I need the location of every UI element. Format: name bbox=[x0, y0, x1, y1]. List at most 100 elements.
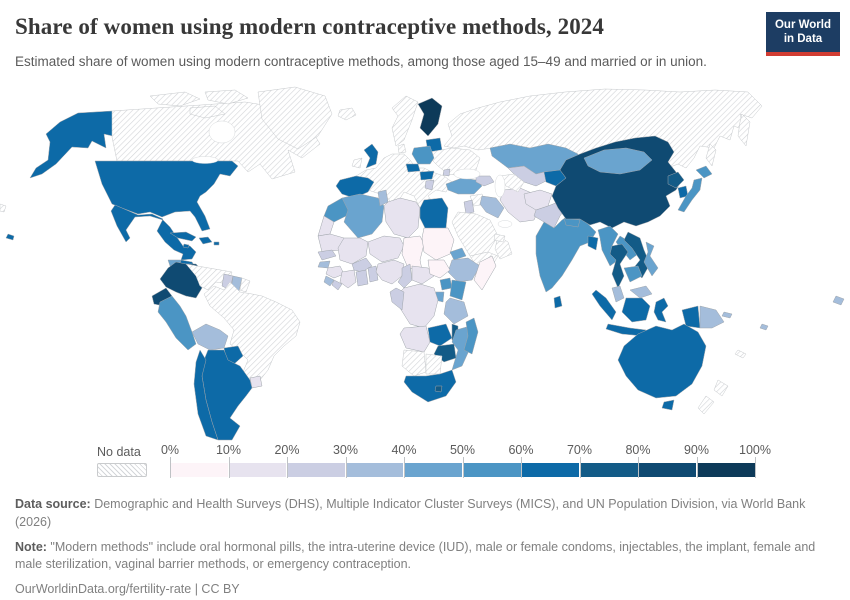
region-indonesia-sumatra[interactable] bbox=[591, 289, 617, 321]
legend-no-data-swatch[interactable] bbox=[97, 463, 147, 477]
region-greenland[interactable] bbox=[257, 86, 333, 150]
region-egypt[interactable] bbox=[419, 197, 449, 231]
region-angola[interactable] bbox=[399, 325, 431, 353]
region-caucasus[interactable] bbox=[475, 175, 495, 187]
region-canada-arctic-islands[interactable] bbox=[149, 91, 201, 107]
region-guinea-bissau[interactable] bbox=[317, 260, 331, 269]
region-nepal[interactable] bbox=[563, 217, 581, 228]
region-niger[interactable] bbox=[367, 235, 405, 263]
region-ireland[interactable] bbox=[351, 157, 363, 169]
region-fiji[interactable] bbox=[759, 323, 769, 331]
region-moldova[interactable] bbox=[442, 168, 451, 177]
region-malaysia[interactable] bbox=[611, 285, 625, 303]
legend-bin-9[interactable] bbox=[696, 463, 755, 477]
region-new-zealand[interactable] bbox=[697, 395, 715, 415]
legend-bin-0[interactable] bbox=[170, 463, 228, 477]
region-cote-divoire[interactable] bbox=[339, 269, 357, 289]
region-malaysia[interactable] bbox=[629, 285, 653, 299]
owid-url-link[interactable]: OurWorldinData.org/fertility-rate bbox=[15, 582, 192, 596]
region-puerto-rico[interactable] bbox=[213, 241, 220, 246]
region-hispaniola[interactable] bbox=[198, 236, 213, 245]
region-pakistan[interactable] bbox=[533, 201, 567, 229]
region-sakhalin[interactable] bbox=[705, 143, 717, 167]
region-oman[interactable] bbox=[494, 235, 513, 260]
region-french-guiana[interactable] bbox=[239, 277, 251, 293]
region-pacific-fragment[interactable] bbox=[0, 203, 7, 213]
region-libya[interactable] bbox=[383, 197, 421, 239]
legend-bin-2[interactable] bbox=[286, 463, 345, 477]
region-uganda[interactable] bbox=[439, 277, 453, 291]
region-ethiopia[interactable] bbox=[447, 257, 481, 283]
region-south-africa[interactable] bbox=[403, 369, 457, 403]
region-botswana[interactable] bbox=[425, 353, 443, 375]
region-japan[interactable] bbox=[695, 165, 713, 179]
owid-logo[interactable]: Our World in Data bbox=[766, 12, 840, 56]
region-central-african-republic[interactable] bbox=[411, 265, 435, 285]
region-denmark[interactable] bbox=[397, 143, 407, 154]
region-chile[interactable] bbox=[193, 349, 219, 441]
region-brazil[interactable] bbox=[203, 281, 301, 385]
legend-bin-6[interactable] bbox=[520, 463, 580, 477]
region-alaska[interactable] bbox=[29, 110, 118, 179]
region-mongolia[interactable] bbox=[583, 147, 653, 175]
region-liberia[interactable] bbox=[331, 279, 343, 291]
region-indonesia-kalimantan[interactable] bbox=[621, 297, 651, 323]
region-senegal[interactable] bbox=[317, 249, 337, 261]
region-mali[interactable] bbox=[337, 237, 369, 265]
region-new-caledonia[interactable] bbox=[734, 349, 747, 359]
region-philippines[interactable] bbox=[643, 241, 659, 277]
legend-bin-5[interactable] bbox=[461, 463, 521, 477]
region-new-zealand[interactable] bbox=[713, 379, 729, 397]
region-ghana[interactable] bbox=[355, 269, 369, 287]
region-sierra-leone[interactable] bbox=[323, 275, 335, 287]
region-pacific-islands[interactable] bbox=[832, 295, 845, 306]
region-kenya[interactable] bbox=[449, 279, 467, 301]
region-papua-new-guinea[interactable] bbox=[699, 305, 725, 329]
license-label[interactable]: CC BY bbox=[201, 582, 240, 596]
region-iceland[interactable] bbox=[337, 107, 357, 121]
region-czechia[interactable] bbox=[405, 163, 421, 173]
region-poland[interactable] bbox=[411, 145, 435, 165]
region-indonesia-sulawesi[interactable] bbox=[653, 297, 669, 323]
region-japan[interactable] bbox=[677, 177, 703, 213]
region-chad[interactable] bbox=[401, 235, 425, 271]
region-finland[interactable] bbox=[417, 97, 443, 137]
region-namibia[interactable] bbox=[401, 349, 427, 377]
legend-bin-1[interactable] bbox=[227, 463, 287, 477]
region-peru[interactable] bbox=[157, 295, 197, 351]
region-sudan[interactable] bbox=[421, 227, 455, 261]
region-canada-arctic-islands[interactable] bbox=[204, 89, 249, 105]
region-hungary[interactable] bbox=[419, 170, 435, 181]
region-north-korea[interactable] bbox=[667, 171, 685, 189]
region-new-britain[interactable] bbox=[721, 311, 733, 319]
region-togo-benin[interactable] bbox=[367, 265, 379, 283]
region-zambia[interactable] bbox=[427, 323, 453, 347]
region-serbia[interactable] bbox=[424, 179, 435, 191]
legend-color-bar[interactable] bbox=[170, 463, 755, 477]
region-eritrea[interactable] bbox=[449, 247, 467, 261]
region-gabon-congo[interactable] bbox=[389, 287, 405, 311]
legend-bin-8[interactable] bbox=[637, 463, 697, 477]
region-sri-lanka[interactable] bbox=[553, 295, 563, 309]
region-somalia[interactable] bbox=[473, 255, 497, 291]
region-united-kingdom[interactable] bbox=[363, 143, 379, 169]
region-nigeria[interactable] bbox=[375, 259, 405, 285]
region-thailand[interactable] bbox=[609, 243, 629, 289]
region-canada-arctic-islands[interactable] bbox=[189, 105, 226, 119]
region-uae[interactable] bbox=[493, 233, 506, 243]
region-cuba[interactable] bbox=[169, 231, 197, 242]
region-venezuela[interactable] bbox=[185, 263, 233, 291]
region-israel-jordan[interactable] bbox=[463, 199, 475, 215]
legend-bin-7[interactable] bbox=[579, 463, 638, 477]
region-australia[interactable] bbox=[617, 323, 707, 399]
region-bangladesh[interactable] bbox=[587, 235, 599, 251]
region-iraq[interactable] bbox=[479, 195, 505, 219]
region-guinea[interactable] bbox=[325, 265, 345, 279]
region-united-states[interactable] bbox=[94, 160, 239, 232]
region-jamaica[interactable] bbox=[182, 243, 190, 249]
region-india[interactable] bbox=[535, 213, 597, 293]
region-tasmania[interactable] bbox=[661, 399, 675, 411]
region-cambodia[interactable] bbox=[623, 265, 643, 283]
region-burkina-faso[interactable] bbox=[351, 257, 373, 273]
region-south-sudan[interactable] bbox=[427, 259, 451, 279]
